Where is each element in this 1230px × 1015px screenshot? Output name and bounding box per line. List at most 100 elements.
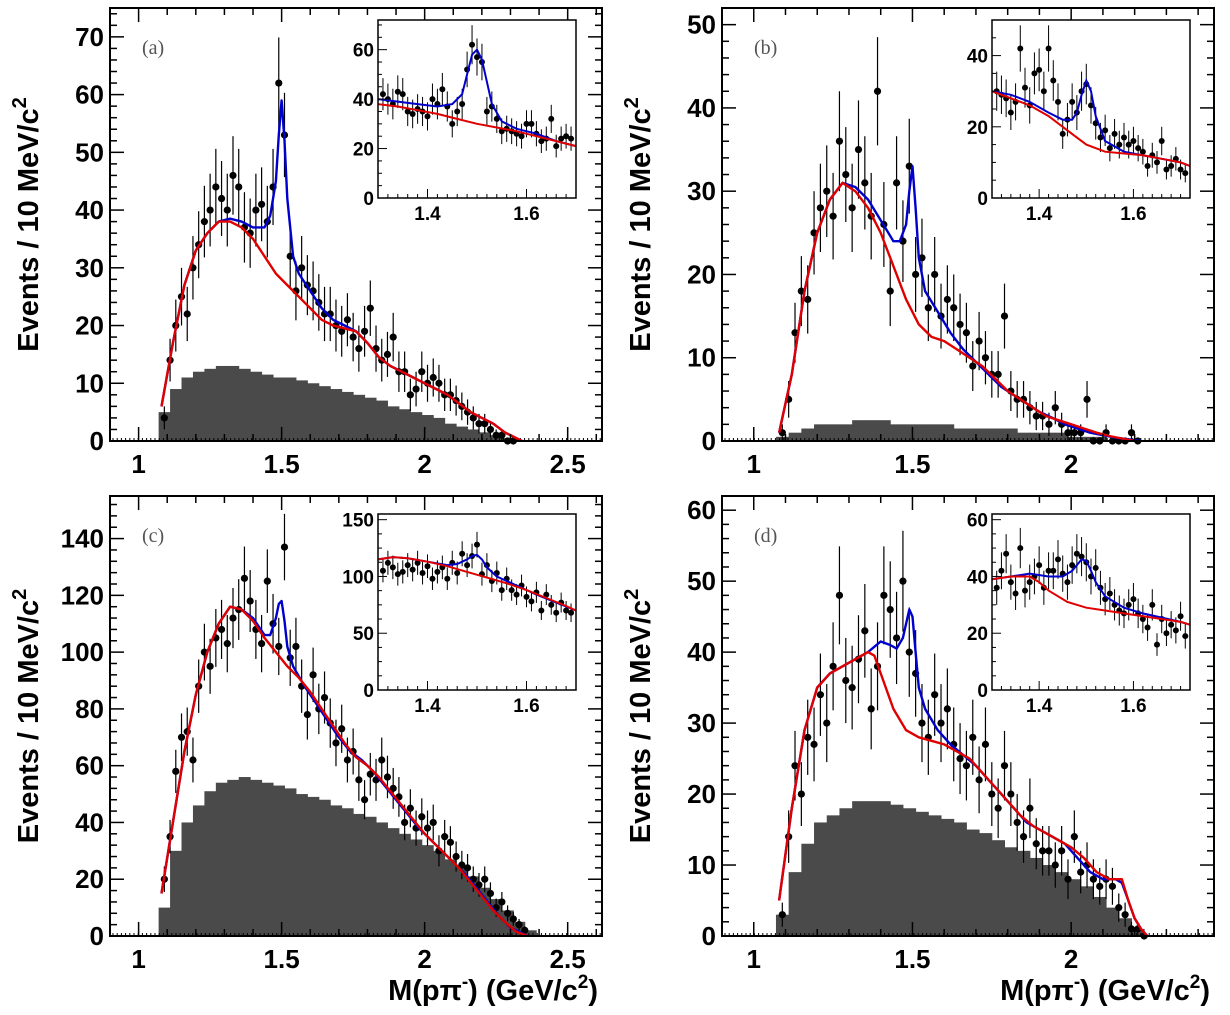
inset: 1.4 1.6 0 20 40 60 [967,511,1191,717]
inset-data-point [998,567,1005,574]
histogram-bar [295,794,308,936]
data-point [931,691,939,699]
y-tick-label: 10 [687,343,716,373]
data-point [848,204,856,212]
histogram-bar [490,899,503,936]
y-axis-title-text: Events / 10 MeV/c [13,108,45,351]
data-point [816,204,825,212]
data-point [423,824,432,832]
histogram-bar [215,782,228,936]
x-axis-title: M(pπ-) (GeV/c2) [388,972,598,1007]
inset-data-point [1007,579,1014,586]
histogram-bar [273,785,285,936]
histogram-bar [170,850,183,936]
data-point [458,861,466,869]
histogram-bar [387,828,400,936]
histogram-bar [1017,850,1031,936]
histogram-bar [979,428,993,441]
data-point [343,756,352,764]
inset-data-point [1069,98,1076,105]
data-point [1115,904,1123,912]
data-point [1083,395,1091,403]
inset-y-tick-label: 100 [342,567,374,588]
inset-data-point [379,91,386,98]
inset-frame [991,513,1191,691]
histogram-bar [1055,872,1069,936]
x-tick-label: 1 [131,944,145,974]
histogram-bar [250,779,263,936]
inset-data-point [459,550,466,557]
histogram-bar [890,804,904,936]
data-point [406,391,414,399]
data-point [988,790,996,798]
data-points [778,37,1142,445]
y-tick-label: 30 [75,253,104,283]
inset-data-point [429,96,436,103]
inset-data-point [1168,162,1175,169]
x-axis-title-text: ) [588,975,598,1007]
x-axis-title-superscript: 2 [1190,972,1201,993]
inset-data-point [1069,562,1076,569]
data-point [1032,412,1040,420]
histogram-bar [467,876,480,936]
data-point [1032,840,1040,848]
data-point [258,640,266,648]
histogram-bar [953,822,967,936]
x-axis-title-superscript: - [462,972,468,993]
inset-data-point [1149,601,1156,608]
histogram-bar [318,386,331,441]
data-point [1064,429,1072,437]
data-point [492,431,500,439]
data-point [1038,847,1047,855]
y-tick-label: 30 [687,708,716,738]
x-tick-label: 2.5 [550,944,586,974]
inset-data-points [379,531,575,623]
data-point [880,591,888,599]
data-point [1045,420,1053,428]
inset-data-point [553,143,560,150]
inset-data-point [1154,641,1160,648]
x-axis-title-text: M(pπ [388,975,462,1007]
histogram-bar [410,412,423,441]
x-tick-label: 1 [131,449,145,479]
y-tick-label: 0 [702,921,716,951]
data-point [481,420,489,428]
background-histogram [158,365,514,441]
histogram-bar [318,799,331,936]
histogram-bar [341,391,354,441]
inset-data-point [1097,134,1104,141]
inset-y-tick-label: 20 [353,140,374,161]
histogram-bar [192,371,205,441]
inset-data-point [493,115,500,122]
histogram-bar [284,788,297,936]
y-tick-label: 40 [687,93,716,123]
data-point [320,693,329,702]
data-point [217,625,226,634]
y-tick-label: 20 [687,779,716,809]
axes-frame [721,495,1215,937]
inset-data-point [439,86,446,93]
inset-x-tick-label: 1.4 [1026,696,1053,717]
histogram-bar [839,808,853,936]
histogram-bar [341,808,354,936]
histogram-bar [376,400,388,441]
histogram-bar [444,423,457,441]
y-axis-title-text: Events / 10 MeV/c [625,108,657,351]
histogram-bar [902,808,917,936]
inset-data-point [454,570,461,577]
histogram-bar [181,377,194,441]
inset-data-point [1055,98,1061,105]
inset-data-point [1158,138,1165,145]
data-point [486,889,495,898]
histogram-bar [215,365,228,441]
data-point [206,662,214,670]
data-point [1127,925,1136,933]
inset-x-tick-label: 1.6 [1120,696,1146,717]
data-point [931,270,939,279]
inset-data-point [1135,145,1142,152]
inset-y-tick-label: 60 [353,41,374,62]
y-tick-label: 20 [687,259,716,289]
inset-data-point [1172,627,1179,634]
histogram-bar [181,822,194,936]
data-point [343,316,352,324]
